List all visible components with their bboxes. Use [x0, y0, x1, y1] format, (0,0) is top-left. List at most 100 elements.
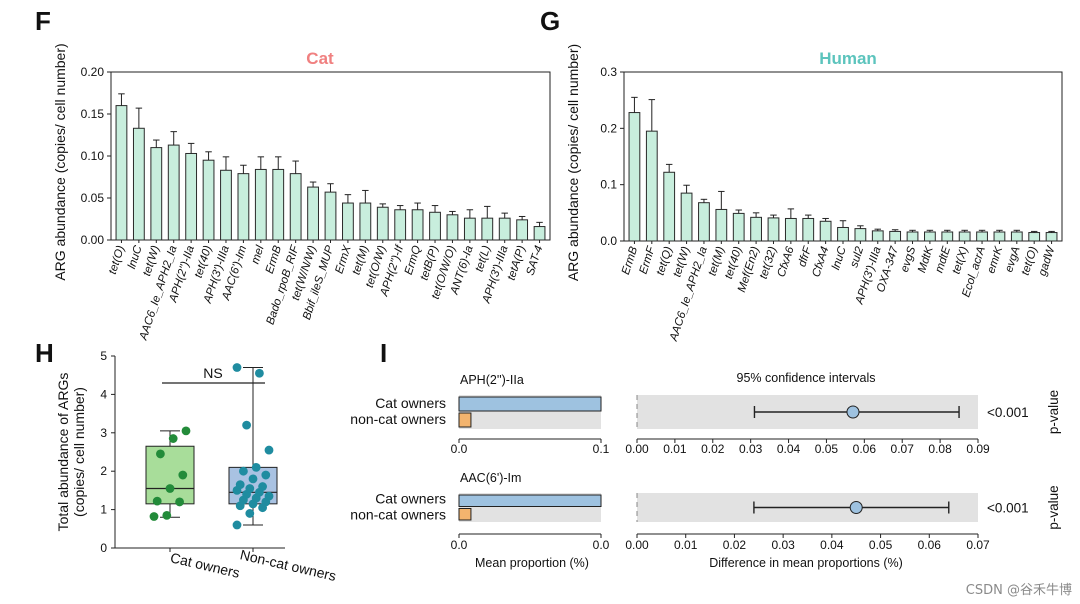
gene-name: APH(2'')-IIa [460, 373, 524, 387]
bar [237, 173, 250, 241]
x-tick-label: SAT-4 [525, 244, 546, 277]
bar [324, 191, 337, 241]
x-tick-label: lnuC [126, 244, 145, 271]
gene-name: AAC(6')-Im [460, 471, 521, 485]
x-axis-title-right: Difference in mean proportions (%) [709, 556, 903, 570]
y-tick-label: 0.3 [600, 65, 617, 79]
data-point [168, 434, 178, 443]
ci-title: 95% confidence intervals [737, 371, 876, 385]
bar [819, 220, 832, 242]
bar-cat-owners [458, 396, 602, 412]
data-point [251, 462, 261, 472]
x-tick-label: 0.06 [918, 538, 942, 552]
x-tick-label: 0.0 [451, 442, 468, 456]
x-tick-label: 0.03 [739, 442, 763, 456]
x-tick-label: 0.0 [593, 538, 610, 552]
bar [750, 216, 762, 242]
x-tick-label: 0.1 [593, 442, 610, 456]
bar [167, 144, 180, 241]
x-tick-label: 0.02 [723, 538, 747, 552]
significance-label: NS [203, 365, 222, 381]
x-tick-label: 0.01 [663, 442, 687, 456]
y-tick-label: 3 [100, 426, 107, 440]
x-tick-label: 0.00 [625, 538, 649, 552]
x-tick-label: dfrF [796, 244, 814, 268]
x-tick-label: 0.06 [853, 442, 877, 456]
y-tick-label: 4 [100, 387, 107, 401]
x-axis-title-left: Mean proportion (%) [475, 556, 589, 570]
bar [941, 231, 954, 242]
bar [376, 206, 389, 241]
bar [411, 209, 424, 241]
data-point [162, 510, 172, 520]
bar-noncat-owners [458, 508, 472, 521]
bar [906, 231, 919, 242]
bar [115, 105, 128, 241]
data-point [264, 491, 274, 501]
data-point [261, 470, 271, 480]
bar-cat-owners [458, 494, 602, 507]
x-tick-label: 0.09 [966, 442, 990, 456]
y-tick-label: 0.05 [81, 191, 105, 205]
bar [342, 202, 354, 241]
x-tick-label: 0.07 [966, 538, 990, 552]
bar [289, 173, 302, 241]
x-tick-label: 0.05 [815, 442, 839, 456]
data-point [175, 497, 185, 507]
bar [359, 202, 372, 241]
x-tick-label: lnuC [830, 245, 849, 272]
bar [429, 211, 441, 241]
x-tick-label: tet(O) [107, 244, 128, 276]
series-label-noncat: non-cat owners [350, 411, 446, 427]
watermark-text: CSDN @谷禾牛博 [966, 583, 1072, 598]
bar [498, 217, 511, 241]
data-point [232, 363, 242, 372]
panel-letter-i: I [380, 338, 387, 368]
data-point [248, 474, 258, 484]
bar [394, 209, 407, 241]
x-tick-label: 0.04 [820, 538, 844, 552]
y-tick-label: 0.2 [600, 121, 617, 135]
chart-title: Cat [306, 49, 334, 68]
series-label-cat: Cat owners [375, 491, 446, 507]
data-point [149, 512, 159, 521]
p-value: <0.001 [987, 405, 1029, 420]
data-point [239, 466, 248, 476]
series-label-cat: Cat owners [375, 395, 446, 411]
bar [254, 168, 267, 241]
bar [784, 217, 797, 242]
x-tick-label: 0.0 [451, 538, 468, 552]
p-value-header: p-value [1046, 390, 1061, 434]
bar [958, 231, 971, 242]
data-point [245, 509, 255, 518]
data-point [178, 470, 188, 480]
data-point [245, 484, 255, 493]
x-tick-label: sul2 [848, 245, 866, 269]
bar [132, 127, 145, 241]
y-tick-label: 0.15 [81, 107, 105, 121]
bar [767, 217, 780, 242]
bar [993, 231, 1006, 242]
bar [516, 219, 529, 241]
bar [446, 214, 459, 241]
y-tick-label: 5 [100, 349, 107, 363]
data-point [181, 426, 191, 436]
bar [150, 147, 163, 241]
bar [663, 171, 676, 242]
data-point [242, 420, 252, 430]
x-tick-label: 0.07 [891, 442, 915, 456]
y-tick-label: 1 [100, 503, 107, 517]
bar [837, 226, 849, 242]
data-point [165, 484, 175, 493]
bar [185, 152, 198, 241]
x-tick-label: Non-cat owners [239, 546, 338, 584]
bar [698, 202, 710, 242]
panel-letter-g: G [540, 6, 560, 36]
bar [202, 159, 215, 241]
y-axis-title: ARG abundance (copies/ cell number) [565, 44, 581, 281]
bar [976, 231, 988, 242]
bar [481, 217, 494, 241]
bar [802, 217, 815, 242]
data-point [156, 449, 165, 459]
